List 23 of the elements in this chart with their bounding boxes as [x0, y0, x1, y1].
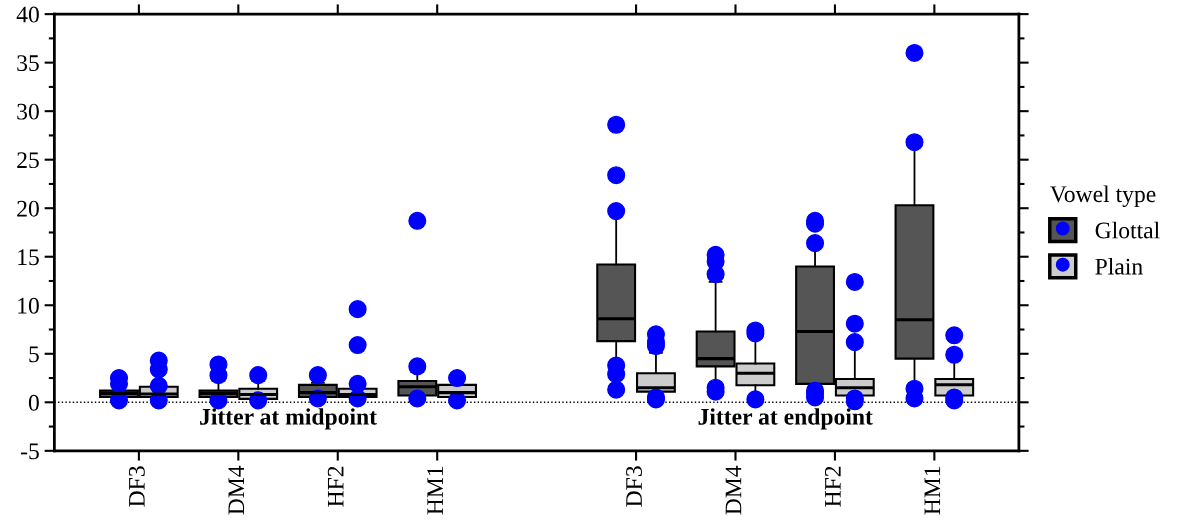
x-tick-label: HM1: [924, 466, 941, 515]
legend-title: Vowel type: [1050, 185, 1156, 208]
y-tick-label: 5: [29, 346, 39, 363]
x-tick-label: DF3: [626, 466, 642, 507]
y-tick-label: 35: [17, 55, 39, 72]
legend-label: Glottal: [1095, 221, 1160, 239]
y-tick-label: 15: [18, 249, 39, 266]
annotation: Jitter at endpoint: [698, 408, 873, 430]
y-tick-label: 40: [16, 6, 39, 23]
y-tick-label: -5: [21, 443, 39, 460]
x-tick-label: DM4: [228, 465, 245, 515]
y-tick-label: 25: [17, 152, 39, 169]
annotation: Jitter at midpoint: [200, 408, 377, 430]
x-tick-label: HF2: [824, 466, 841, 507]
x-tick-label: DF3: [128, 466, 145, 507]
x-tick-label: HM1: [427, 466, 443, 515]
y-tick-label: 20: [17, 200, 39, 217]
x-tick-label: HF2: [327, 466, 344, 507]
y-tick-label: 0: [28, 394, 39, 411]
legend-label: Plain: [1095, 258, 1143, 275]
y-tick-label: 30: [17, 103, 39, 120]
y-tick-label: 10: [18, 297, 39, 314]
x-tick-label: DM4: [725, 465, 742, 515]
